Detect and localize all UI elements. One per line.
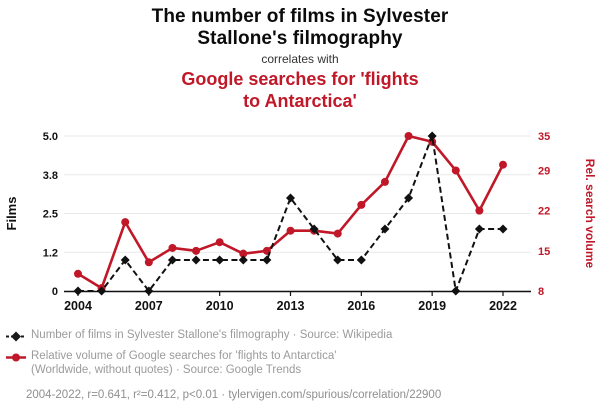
svg-text:Films: Films: [4, 197, 19, 231]
black-dashed-diamond-icon: [6, 331, 26, 342]
title-line2: Stallone's filmography: [197, 28, 403, 50]
footer-stats: 2004-2022, r=0.641, r²=0.412, p<0.01 · t…: [26, 389, 442, 401]
svg-text:15: 15: [538, 246, 550, 258]
legend-searches-label: Relative volume of Google searches for '…: [31, 350, 336, 377]
legend-searches-line2: (Worldwide, without quotes) · Source: Go…: [31, 363, 302, 376]
correlates-with-text: correlates with: [261, 52, 339, 66]
subtitle-line1: Google searches for 'flights: [181, 69, 419, 89]
svg-text:22: 22: [538, 206, 550, 218]
chart-subtitle: Google searches for 'flights to Antarcti…: [0, 69, 600, 113]
subtitle-line2: to Antarctica': [243, 90, 357, 111]
svg-text:2.5: 2.5: [43, 209, 58, 221]
legend-films-label: Number of films in Sylvester Stallone's …: [31, 329, 393, 341]
svg-text:35: 35: [538, 131, 550, 143]
svg-text:2007: 2007: [135, 299, 163, 313]
title-line1: The number of films in Sylvester: [151, 6, 449, 27]
svg-text:2016: 2016: [347, 299, 375, 313]
legend-item-films: Number of films in Sylvester Stallone's …: [6, 329, 594, 343]
legend-searches-line1: Relative volume of Google searches for '…: [31, 350, 337, 362]
svg-text:2019: 2019: [418, 299, 446, 313]
svg-text:1.2: 1.2: [43, 247, 58, 259]
svg-text:0: 0: [52, 286, 58, 298]
svg-text:29: 29: [538, 165, 550, 177]
red-line-circle-icon: [6, 353, 26, 362]
chart-title: The number of films in Sylvester Stallon…: [0, 6, 600, 50]
svg-text:8: 8: [538, 286, 544, 298]
svg-text:5.0: 5.0: [43, 131, 58, 143]
svg-text:2004: 2004: [64, 299, 92, 313]
svg-text:2013: 2013: [277, 299, 305, 313]
svg-text:2010: 2010: [206, 299, 234, 313]
legend: Number of films in Sylvester Stallone's …: [6, 329, 594, 384]
svg-text:3.8: 3.8: [43, 170, 58, 182]
svg-text:2022: 2022: [489, 299, 517, 313]
svg-text:Rel. search volume: Rel. search volume: [583, 159, 597, 269]
legend-item-searches: Relative volume of Google searches for '…: [6, 350, 594, 377]
line-chart: 0 1.2 2.5 3.8 5.0 8 15 22 29 35 2004 2007 2010 2013 20…: [4, 131, 597, 313]
